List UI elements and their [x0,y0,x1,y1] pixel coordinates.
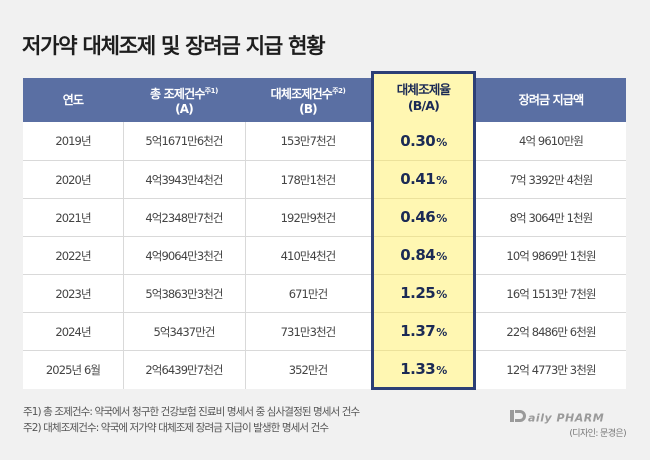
cell-rate: 0.41% [400,170,447,188]
header-subst: 대체조제건수주2) (B) [245,78,371,122]
table-row: 2019년 5억1671만6천건 153만7천건 4억 9610만원 [23,122,626,160]
header-total-line2: (A) [175,101,194,116]
highlight-column-rate: 대체조제율 (B/A) 0.30% 0.41% 0.46% 0.84% 1.25… [371,71,476,390]
header-subst-line1: 대체조제건수주2) [270,86,346,101]
cell-total: 5억3863만3천건 [145,287,223,301]
cell-incentive: 16억 1513만 7천원 [506,287,596,301]
column-divider [123,122,124,389]
header-year-label: 연도 [62,92,84,107]
dailypharm-logo: aily PHARM [510,410,604,425]
cell-year: 2023년 [55,287,91,301]
row-divider [374,274,473,275]
table-row: 2021년 4억2348만7천건 192만9천건 8억 3064만 1천원 [23,198,626,236]
data-table: 연도 총 조제건수주1) (A) 대체조제건수주2) (B) 장려금 지급액 2… [23,71,626,390]
table-row: 2023년 5억3863만3천건 671만건 16억 1513만 7천원 [23,274,626,312]
cell-rate: 1.37% [400,322,447,340]
cell-year: 2022년 [55,249,91,263]
cell-subst: 410만4천건 [280,249,337,263]
cell-subst: 671만건 [288,287,329,301]
cell-year: 2025년 6월 [45,363,101,377]
cell-year: 2021년 [55,211,91,225]
cell-total: 5억1671만6천건 [145,134,223,148]
header-incentive: 장려금 지급액 [476,78,626,122]
row-divider [374,236,473,237]
row-divider [374,198,473,199]
cell-year: 2020년 [55,173,91,187]
column-divider [245,122,246,389]
header-subst-line2: (B) [299,101,318,116]
table-row: 2020년 4억3943만4천건 178만1천건 7억 3392만 4천원 [23,160,626,198]
row-divider [374,160,473,161]
cell-year: 2024년 [55,325,91,339]
footnotes: 주1) 총 조제건수: 약국에서 청구한 건강보험 진료비 명세서 중 심사결정… [23,404,360,436]
cell-year: 2019년 [55,134,91,148]
cell-subst: 352만건 [288,363,329,377]
cell-incentive: 12억 4773만 3천원 [506,363,596,377]
table-header: 연도 총 조제건수주1) (A) 대체조제건수주2) (B) 장려금 지급액 [23,78,626,122]
cell-incentive: 4억 9610만원 [519,134,584,148]
cell-rate: 1.25% [400,284,447,302]
cell-total: 4억3943만4천건 [145,173,223,187]
table-body: 2019년 5억1671만6천건 153만7천건 4억 9610만원 2020년… [23,122,626,389]
svg-text:aily PHARM: aily PHARM [528,412,604,425]
cell-subst: 153만7천건 [280,134,337,148]
footnote-marker-2: 주2) [332,86,346,95]
footnote-marker-1: 주1) [204,86,219,95]
header-rate: 대체조제율 (B/A) [374,74,473,122]
page-title: 저가약 대체조제 및 장려금 지급 현황 [22,34,326,58]
header-rate-line1: 대체조제율 [396,82,451,97]
cell-subst: 192만9천건 [280,211,337,225]
cell-rate: 1.33% [400,360,447,378]
cell-subst: 731만3천건 [280,325,337,339]
row-divider [374,312,473,313]
header-rate-line2: (B/A) [407,98,440,113]
cell-subst: 178만1천건 [280,173,337,187]
design-credit: (디자인: 문경은) [569,429,626,439]
cell-incentive: 10억 9869만 1천원 [506,249,596,263]
header-year: 연도 [23,78,123,122]
cell-rate: 0.30% [400,132,447,150]
table-row: 2025년 6월 2억6439만7천건 352만건 12억 4773만 3천원 [23,350,626,388]
cell-incentive: 22억 8486만 6천원 [506,325,596,339]
cell-total: 2억6439만7천건 [145,363,223,377]
header-total: 총 조제건수주1) (A) [123,78,245,122]
table-row: 2024년 5억3437만건 731만3천건 22억 8486만 6천원 [23,312,626,350]
row-divider [374,350,473,351]
footnote-2: 주2) 대체조제건수: 약국에 저가약 대체조제 장려금 지급이 발생한 명세서… [23,422,329,434]
cell-total: 4억2348만7천건 [145,211,223,225]
footnote-1: 주1) 총 조제건수: 약국에서 청구한 건강보험 진료비 명세서 중 심사결정… [23,406,360,418]
cell-incentive: 7억 3392만 4천원 [509,173,594,187]
cell-rate: 0.84% [400,246,447,264]
cell-rate: 0.46% [400,208,447,226]
cell-total: 5억3437만건 [153,325,215,339]
cell-incentive: 8억 3064만 1천원 [509,211,594,225]
table-row: 2022년 4억9064만3천건 410만4천건 10억 9869만 1천원 [23,236,626,274]
header-total-line1: 총 조제건수주1) [150,86,219,101]
header-incentive-label: 장려금 지급액 [518,92,585,107]
cell-total: 4억9064만3천건 [145,249,223,263]
